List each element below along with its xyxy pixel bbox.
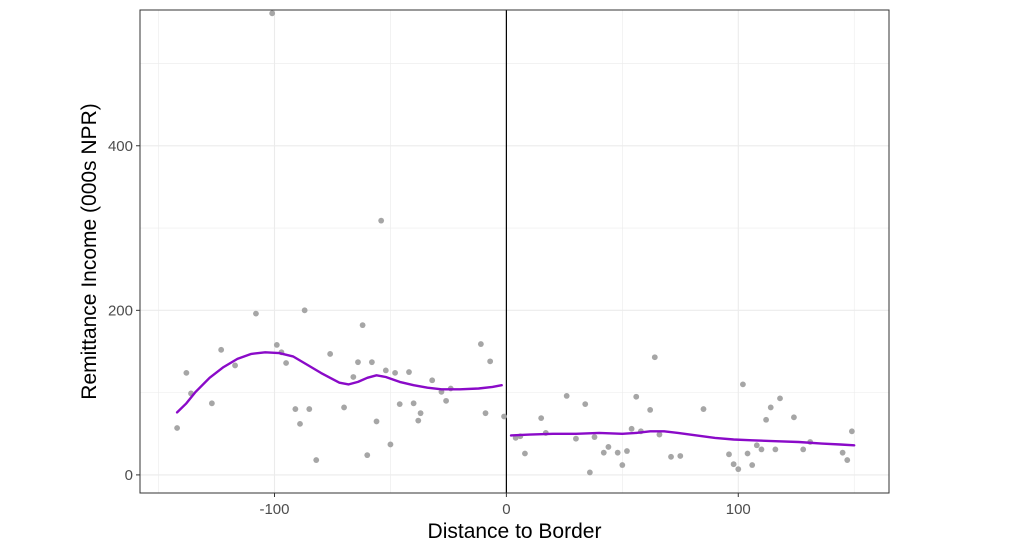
data-point — [232, 362, 238, 369]
data-point — [777, 395, 783, 402]
y-axis-ticks: 0 200 400 — [108, 138, 140, 484]
y-tick-label: 200 — [108, 302, 133, 319]
data-point — [740, 381, 746, 388]
panel-border — [139, 9, 890, 494]
data-point — [218, 346, 225, 353]
data-point — [382, 367, 389, 374]
data-point — [269, 10, 276, 17]
data-point — [392, 369, 398, 376]
x-tick-label: -100 — [259, 501, 289, 518]
data-point — [364, 452, 371, 459]
data-point — [735, 466, 742, 473]
data-point — [600, 449, 607, 456]
data-point — [359, 322, 366, 329]
data-point — [355, 359, 361, 366]
data-point — [605, 444, 612, 450]
data-point — [763, 416, 769, 423]
smooth-curve-right — [509, 430, 856, 447]
data-point — [582, 401, 589, 408]
data-point — [651, 354, 658, 361]
data-point — [341, 404, 347, 411]
data-point — [313, 457, 320, 463]
data-point — [283, 360, 289, 366]
data-point — [301, 307, 308, 314]
data-point — [844, 457, 851, 463]
data-point — [350, 374, 357, 380]
data-point — [624, 448, 630, 454]
x-axis-title: Distance to Border — [428, 520, 602, 543]
data-point — [573, 435, 579, 442]
data-point — [758, 446, 765, 453]
data-point — [633, 393, 640, 400]
data-point — [753, 442, 760, 449]
data-point — [767, 404, 774, 411]
data-point — [429, 377, 436, 384]
data-point — [744, 450, 751, 457]
data-point — [273, 341, 280, 348]
data-point — [378, 217, 385, 224]
y-tick-label: 0 — [125, 467, 133, 484]
data-point — [677, 453, 684, 459]
data-point — [619, 462, 626, 468]
data-point — [522, 450, 528, 457]
data-points — [174, 10, 855, 476]
data-point — [373, 418, 380, 425]
data-point — [396, 401, 403, 408]
data-point — [656, 431, 663, 438]
data-point — [368, 359, 375, 366]
data-point — [848, 428, 855, 435]
data-point — [538, 415, 545, 422]
data-point — [772, 446, 779, 453]
data-point — [730, 461, 737, 468]
major-gridlines — [140, 10, 889, 493]
data-point — [387, 441, 394, 448]
data-point — [563, 393, 570, 399]
data-point — [628, 425, 635, 432]
data-point — [482, 410, 489, 417]
x-tick-label: 0 — [502, 501, 510, 518]
data-point — [443, 397, 449, 404]
data-point — [726, 451, 732, 458]
data-point — [839, 449, 846, 456]
data-point — [327, 351, 334, 357]
data-point — [749, 462, 756, 468]
x-axis-ticks: -100 0 100 — [259, 493, 751, 518]
data-point — [292, 406, 299, 412]
data-point — [174, 425, 181, 431]
y-axis-title: Remittance Income (000s NPR) — [78, 103, 101, 399]
data-point — [477, 341, 484, 347]
data-point — [487, 358, 494, 365]
data-point — [791, 414, 797, 421]
data-point — [417, 410, 424, 417]
data-point — [700, 406, 707, 412]
data-point — [183, 369, 190, 376]
data-point — [800, 446, 807, 453]
data-point — [586, 469, 593, 476]
data-point — [591, 434, 598, 440]
data-point — [614, 449, 621, 456]
smooth-curve-left — [175, 351, 503, 414]
x-tick-label: 100 — [726, 501, 751, 518]
data-point — [406, 369, 412, 375]
y-tick-label: 400 — [108, 138, 133, 155]
data-point — [297, 420, 303, 427]
data-point — [501, 413, 507, 420]
data-point — [208, 400, 215, 407]
minor-gridlines — [140, 10, 889, 493]
data-point — [253, 310, 259, 317]
data-point — [410, 400, 417, 407]
data-point — [306, 406, 313, 412]
data-point — [647, 406, 654, 413]
data-point — [668, 453, 674, 460]
data-point — [415, 417, 422, 424]
